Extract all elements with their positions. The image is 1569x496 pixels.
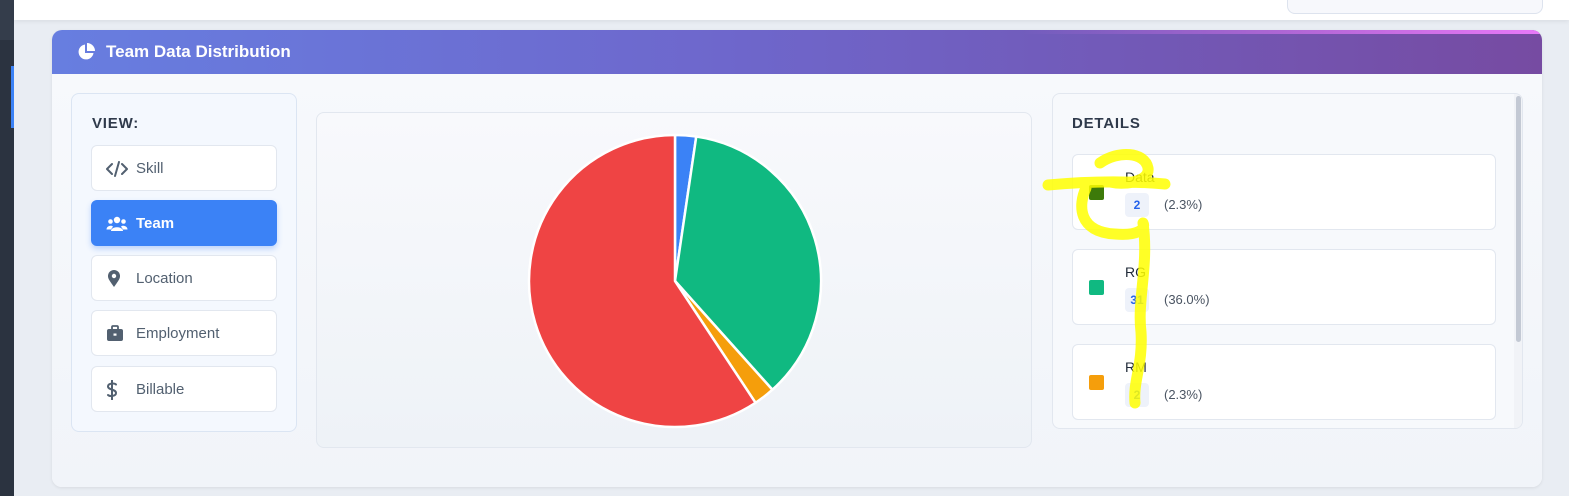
- code-icon: [106, 159, 128, 179]
- view-option-skill[interactable]: Skill: [91, 145, 277, 191]
- detail-item-rm: RM 2 (2.3%): [1072, 344, 1496, 420]
- detail-percent: (2.3%): [1164, 387, 1202, 403]
- detail-count-badge: 31: [1125, 288, 1149, 312]
- view-option-team[interactable]: Team: [91, 200, 277, 246]
- app-sidebar: [0, 0, 14, 496]
- detail-name: Data: [1125, 168, 1155, 186]
- dollar-icon: [106, 380, 128, 400]
- view-selector: VIEW: Skill Team: [71, 93, 297, 432]
- top-bar-control[interactable]: [1287, 0, 1543, 14]
- view-option-label: Employment: [136, 324, 219, 344]
- distribution-panel: Team Data Distribution VIEW: Skill: [52, 30, 1542, 487]
- detail-item-rg: RG 31 (36.0%): [1072, 249, 1496, 325]
- header-accent-stripe: [1022, 30, 1542, 34]
- view-option-label: Team: [136, 214, 174, 234]
- pie-chart: [317, 113, 1033, 449]
- legend-swatch: [1089, 185, 1104, 200]
- sidebar-active-indicator: [11, 66, 14, 128]
- details-title: DETAILS: [1072, 115, 1141, 132]
- detail-percent: (2.3%): [1164, 197, 1202, 213]
- users-icon: [106, 214, 128, 234]
- detail-count-badge: 2: [1125, 193, 1149, 217]
- sidebar-top-block: [0, 0, 14, 40]
- details-scrollbar[interactable]: [1514, 94, 1522, 429]
- detail-name: RM: [1125, 358, 1147, 376]
- view-option-label: Skill: [136, 159, 164, 179]
- view-option-location[interactable]: Location: [91, 255, 277, 301]
- view-option-label: Location: [136, 269, 193, 289]
- view-option-label: Billable: [136, 380, 184, 400]
- detail-name: RG: [1125, 263, 1146, 281]
- detail-item-data: Data 2 (2.3%): [1072, 154, 1496, 230]
- panel-header: Team Data Distribution: [52, 30, 1542, 74]
- view-label: VIEW:: [92, 115, 139, 132]
- briefcase-icon: [106, 324, 128, 344]
- view-option-billable[interactable]: Billable: [91, 366, 277, 412]
- legend-swatch: [1089, 280, 1104, 295]
- panel-title: Team Data Distribution: [106, 42, 291, 62]
- details-panel: DETAILS Data 2 (2.3%) RG 31 (36.0%) RM 2…: [1052, 93, 1523, 429]
- panel-body: VIEW: Skill Team: [52, 74, 1542, 487]
- map-pin-icon: [106, 269, 128, 289]
- legend-swatch: [1089, 375, 1104, 390]
- top-bar: [14, 0, 1569, 20]
- chart-pie-icon: [76, 42, 96, 62]
- view-option-employment[interactable]: Employment: [91, 310, 277, 356]
- detail-percent: (36.0%): [1164, 292, 1210, 308]
- scrollbar-thumb[interactable]: [1516, 96, 1521, 342]
- pie-chart-container: [316, 112, 1032, 448]
- detail-count-badge: 2: [1125, 383, 1149, 407]
